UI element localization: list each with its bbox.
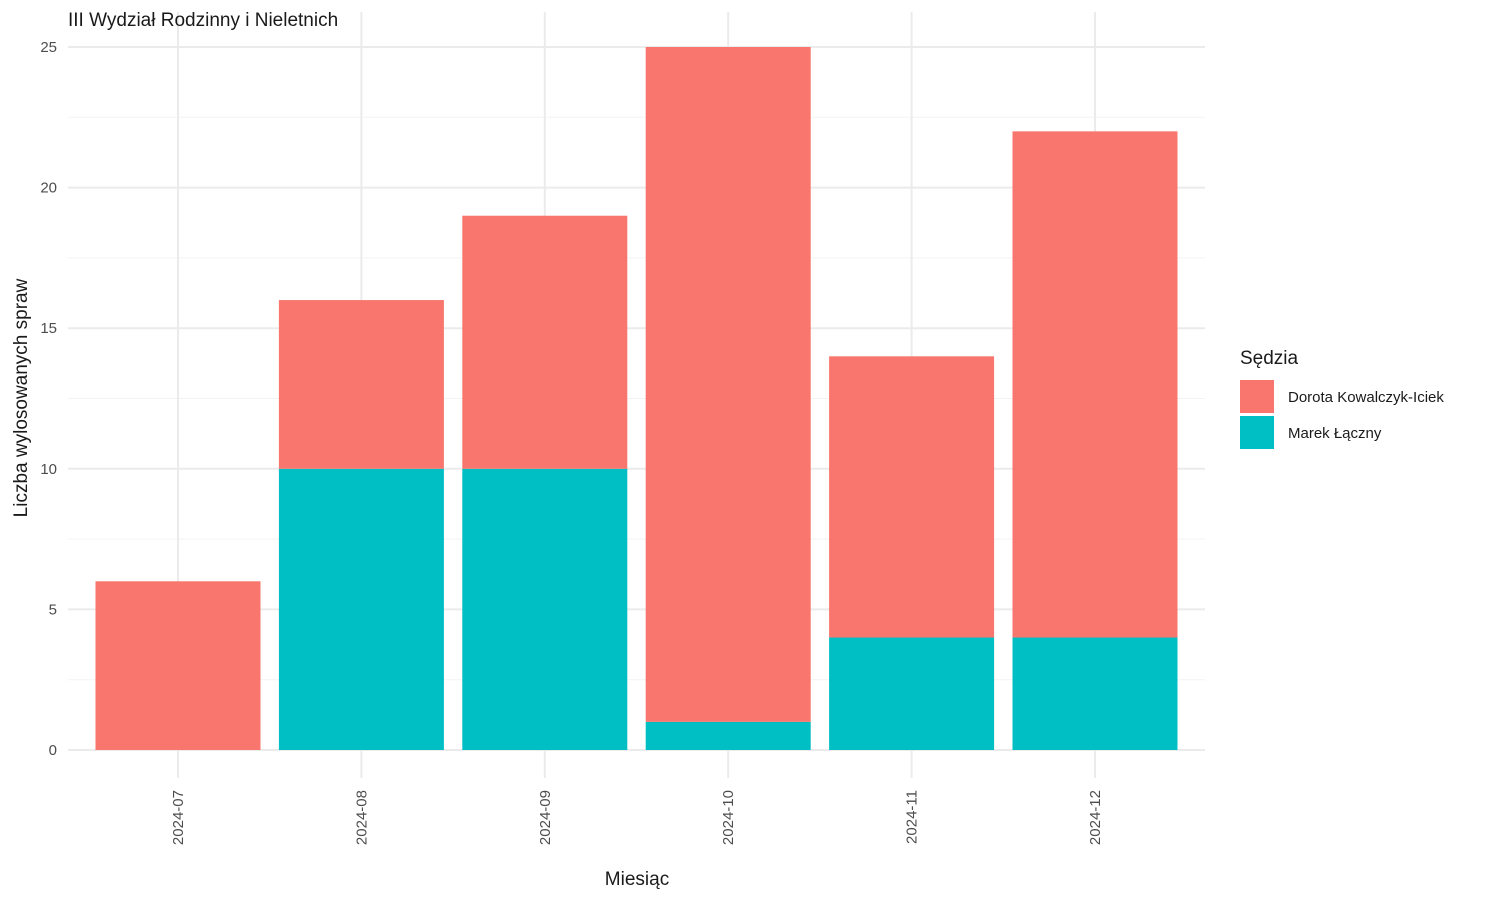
x-tick-label: 2024-08 (353, 790, 370, 845)
x-axis-ticks: 2024-07 2024-08 2024-09 2024-10 2024-11 2024-… (170, 790, 1104, 845)
y-axis-ticks: 0 5 10 15 20 25 (40, 39, 57, 759)
y-tick-label: 5 (49, 601, 57, 618)
y-tick-label: 20 (40, 180, 57, 197)
legend-items: Dorota Kowalczyk-Iciek Marek Łączny (1240, 380, 1444, 449)
legend-title: Sędzia (1240, 348, 1299, 369)
bar-segment (645, 47, 811, 722)
bar-segment (462, 468, 628, 750)
bar-segment (278, 468, 444, 750)
bar-segment (1012, 131, 1178, 638)
bar-segment (829, 356, 995, 638)
y-tick-label: 10 (40, 461, 57, 478)
bar-segment (645, 721, 811, 750)
bar-segment (462, 215, 628, 469)
legend-label: Marek Łączny (1288, 425, 1382, 442)
chart-title: III Wydział Rodzinny i Nieletnich (68, 10, 338, 31)
legend-swatch (1240, 416, 1274, 449)
y-tick-label: 25 (40, 39, 57, 56)
x-axis-title: Miesiąc (605, 869, 669, 890)
x-tick-label: 2024-12 (1087, 790, 1104, 845)
x-tick-label: 2024-10 (720, 790, 737, 845)
x-tick-label: 2024-11 (904, 790, 921, 844)
legend: Sędzia Dorota Kowalczyk-Iciek Marek Łączn… (1240, 348, 1444, 449)
bar-segment (1012, 637, 1178, 750)
legend-swatch (1240, 380, 1274, 413)
bar-segment (278, 300, 444, 469)
bars (95, 47, 1178, 750)
x-tick-label: 2024-09 (537, 790, 554, 845)
y-tick-label: 15 (40, 320, 57, 337)
legend-label: Dorota Kowalczyk-Iciek (1288, 389, 1444, 406)
y-axis-title: Liczba wylosowanych spraw (11, 278, 32, 517)
bar-segment (95, 581, 261, 750)
x-tick-label: 2024-07 (170, 790, 187, 845)
y-tick-label: 0 (49, 742, 57, 759)
bar-segment (829, 637, 995, 750)
